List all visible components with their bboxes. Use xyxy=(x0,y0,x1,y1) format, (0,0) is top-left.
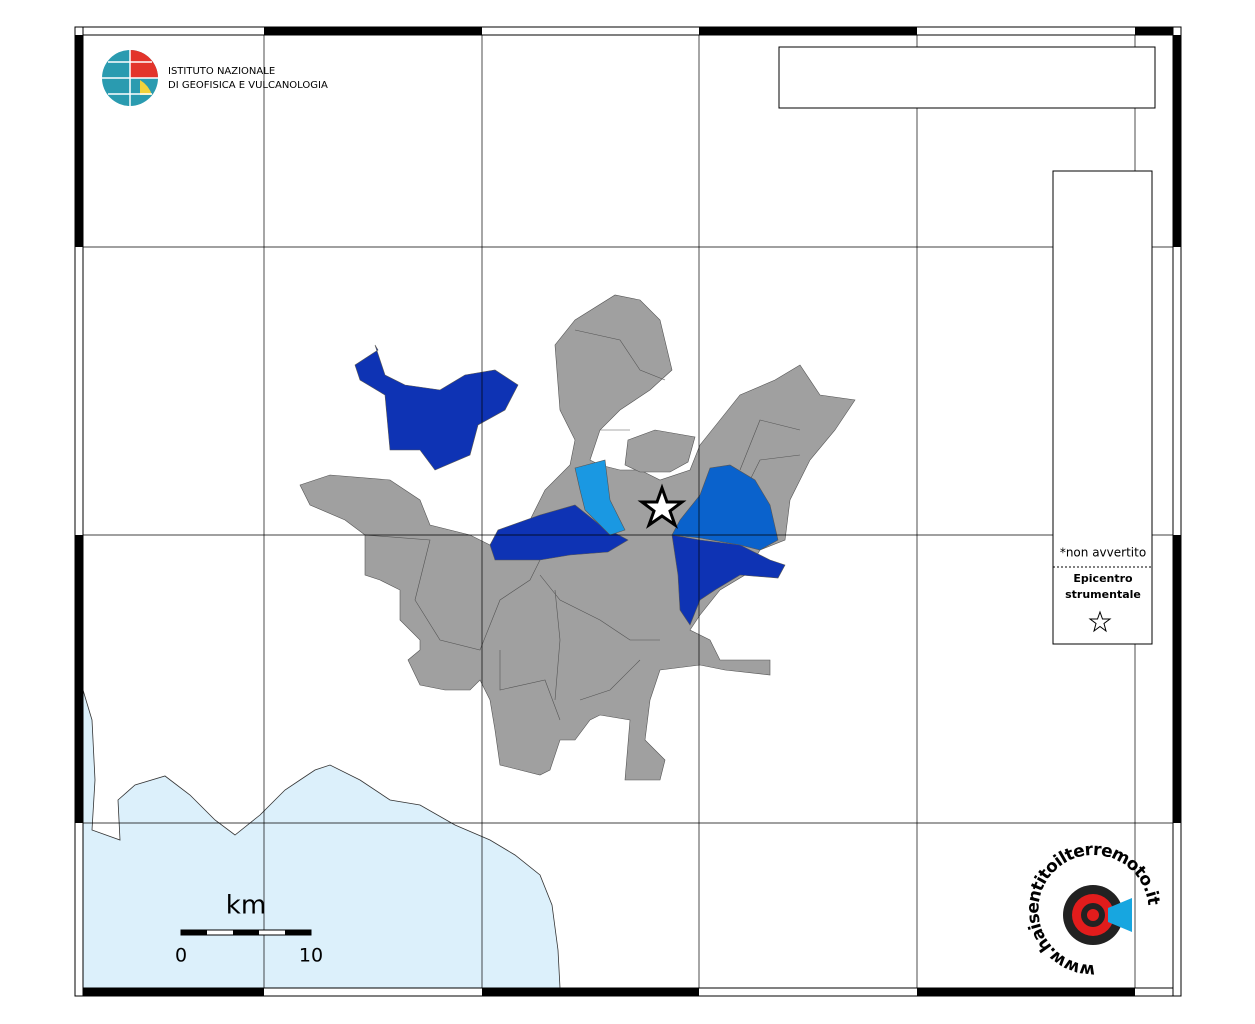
graticule xyxy=(75,27,1181,996)
scale-label: 0 xyxy=(175,945,187,967)
municipality-intensity xyxy=(354,344,519,471)
sea xyxy=(82,689,561,989)
municipality-intensity xyxy=(489,504,629,561)
municipality-intensity xyxy=(574,459,626,536)
legend-note: *non avvertito xyxy=(1060,546,1146,560)
scale-label: 10 xyxy=(299,945,323,967)
municipality-intensity xyxy=(671,534,786,626)
legend-star xyxy=(1088,610,1112,633)
info-box xyxy=(778,46,1156,109)
legend-epicenter: strumentale xyxy=(1065,588,1141,601)
scale-unit: km xyxy=(226,891,266,921)
logo-text: DI GEOFISICA E VULCANOLOGIA xyxy=(168,80,328,91)
badge: www.haisentitoilterremoto.it xyxy=(1023,840,1163,981)
ingv-logo: ISTITUTO NAZIONALE DI GEOFISICA E VULCAN… xyxy=(102,50,328,106)
municipality-intensity xyxy=(671,464,779,551)
legend-epicenter: Epicentro xyxy=(1073,572,1133,585)
legend-box xyxy=(1052,170,1153,645)
frame xyxy=(74,26,1182,997)
epicenter xyxy=(637,483,687,529)
logo-text: ISTITUTO NAZIONALE xyxy=(168,66,275,77)
municipality xyxy=(624,429,696,473)
scale-bar: km 0 10 xyxy=(175,891,323,967)
